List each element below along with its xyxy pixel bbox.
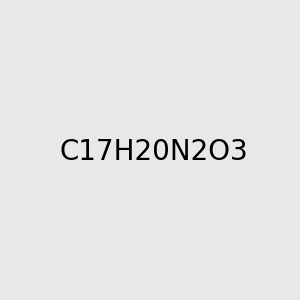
Text: C17H20N2O3: C17H20N2O3 (59, 137, 248, 166)
